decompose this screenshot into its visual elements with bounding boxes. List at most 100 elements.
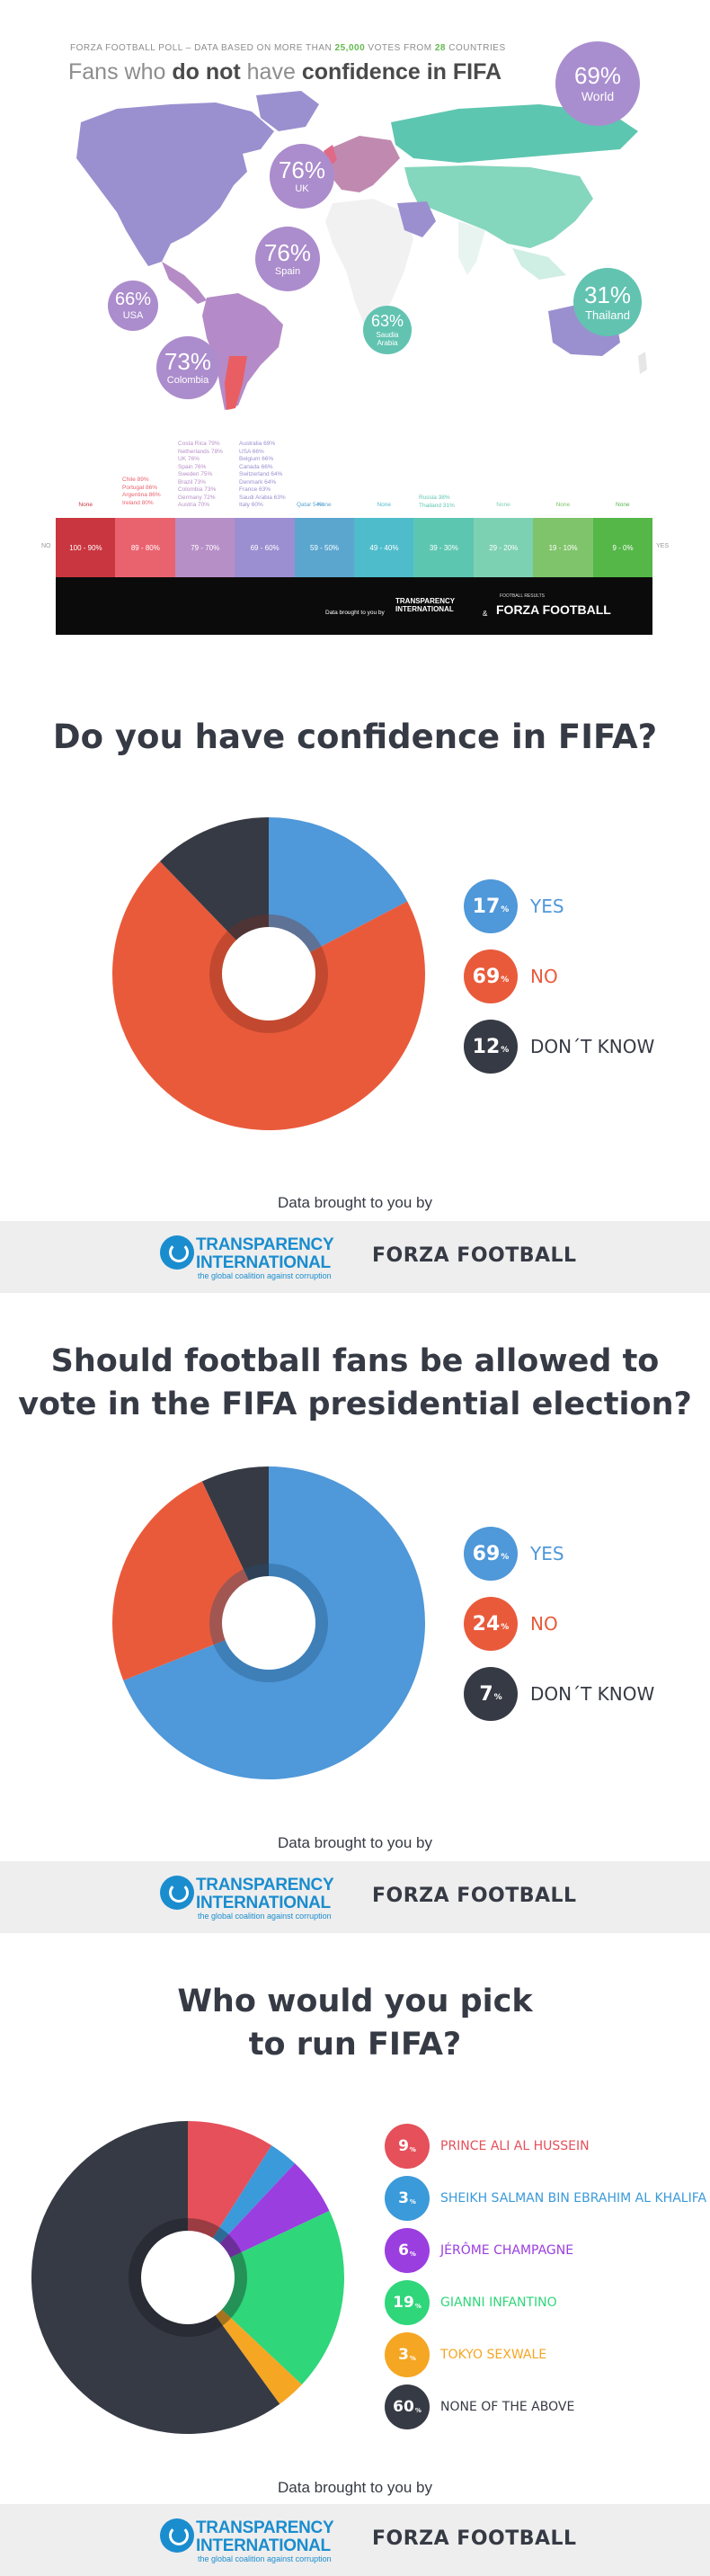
q3-title-line1: Who would you pick: [177, 1983, 533, 2019]
q1-donut-chart: [111, 817, 425, 1130]
map-greenland: [256, 91, 319, 131]
scale-band-header: None: [377, 502, 391, 508]
category-country-entry: Saudi Arabia 63%: [239, 494, 286, 501]
scale-band-header: None: [317, 502, 332, 508]
q2-title-line2: vote in the FIFA presidential election?: [18, 1386, 692, 1422]
category-list-50-59: Qatar 54%: [297, 502, 325, 508]
bubble-usa: 66% USA: [108, 281, 158, 331]
map-north-america: [76, 103, 274, 266]
map-infographic: FORZA FOOTBALL POLL – DATA BASED ON MORE…: [0, 0, 710, 647]
map-ff-small: FOOTBALL RESULTS: [500, 593, 546, 599]
map-uk: [324, 145, 337, 167]
legend-value-badge: 7%: [464, 1667, 518, 1721]
q1-title: Do you have confidence in FIFA?: [52, 718, 658, 756]
legend-value-badge: 24%: [464, 1597, 518, 1651]
ti-name-line2: INTERNATIONAL: [196, 1894, 331, 1912]
ti-logo-icon: [160, 2518, 194, 2553]
category-country-entry: Argentina 86%: [122, 492, 161, 498]
map-africa: [325, 199, 413, 325]
ti-name-line2: INTERNATIONAL: [196, 1253, 331, 1272]
legend-item: 3% Sheikh Salman bin Ebrahim Al Khalifa: [385, 2176, 706, 2221]
map-india: [458, 221, 485, 275]
legend-unit: %: [501, 1623, 510, 1632]
ti-tagline: the global coalition against corruption: [198, 1912, 332, 1921]
scale-band: 39 - 30%: [413, 518, 475, 577]
legend-label: YES: [530, 1543, 564, 1564]
legend-value: 3: [398, 2189, 409, 2207]
q3-brought-by: Data brought to you by: [277, 2479, 432, 2496]
legend-unit: %: [501, 1553, 510, 1562]
legend-value: 60: [393, 2398, 414, 2416]
ti-logo-icon: [160, 1876, 194, 1910]
ti-logo-icon: [160, 1235, 194, 1270]
legend-value-badge: 9%: [385, 2124, 430, 2169]
legend-item: 60% None of the above: [385, 2384, 574, 2429]
category-country-entry: Belgium 66%: [239, 456, 274, 462]
legend-value: 24: [472, 1612, 501, 1636]
category-country-entry: Canada 66%: [239, 463, 273, 470]
legend-value-badge: 3%: [385, 2176, 430, 2221]
bubble-uk: 76% UK: [270, 144, 334, 209]
scale-yes-label: YES: [656, 543, 670, 549]
map-middle-east: [397, 201, 436, 237]
donut-hole: [141, 2231, 235, 2324]
scale-band: 19 - 10%: [533, 518, 594, 577]
scale-band-header: None: [616, 502, 630, 508]
legend-label: Prince Ali Al Hussein: [440, 2139, 590, 2153]
legend-unit: %: [414, 2407, 422, 2414]
legend-unit: %: [501, 905, 510, 914]
forza-football-logo: FORZA FOOTBALL: [372, 1885, 577, 1907]
map-brought-by: Data brought to you by: [325, 610, 385, 616]
map-sponsor-bar: Data brought to you by TRANSPARENCY INTE…: [56, 577, 652, 635]
legend-unit: %: [493, 1693, 502, 1702]
legend-item: 69% YES: [464, 1527, 564, 1581]
pie-slice: [159, 817, 269, 974]
map-south-america: [202, 293, 283, 410]
q2-donut-chart: [111, 1466, 426, 1779]
world-map: [76, 91, 647, 410]
bubble-colombia: 73% Colombia: [156, 336, 219, 399]
category-country-entry: Russia 38%: [419, 495, 450, 501]
ti-tagline: the global coalition against corruption: [198, 2554, 332, 2563]
q1-brought-by: Data brought to you by: [277, 1194, 432, 1211]
legend-unit: %: [409, 2355, 416, 2362]
legend-value: 7: [479, 1682, 493, 1706]
legend-value: 3: [398, 2346, 409, 2364]
legend-label: YES: [530, 896, 564, 917]
pie-slice: [269, 817, 408, 974]
legend-label: DON´T KNOW: [530, 1036, 655, 1057]
scale-band: 29 - 20%: [473, 518, 534, 577]
pie-slice: [188, 2210, 344, 2385]
legend-unit: %: [414, 2303, 422, 2310]
category-country-entry: Germany 72%: [178, 494, 216, 501]
donut-hole: [222, 927, 315, 1021]
category-country-entry: Sweden 75%: [178, 471, 213, 477]
ti-name-line1: TRANSPARENCY: [196, 1235, 334, 1254]
category-country-entry: Thailand 31%: [419, 502, 455, 509]
legend-item: 6% Jérôme Champagne: [385, 2228, 573, 2273]
map-ti-logo-text: TRANSPARENCY INTERNATIONAL: [395, 597, 455, 613]
donut-hole: [222, 1576, 315, 1670]
map-argentina: [225, 356, 247, 410]
legend-value-badge: 12%: [464, 1020, 518, 1074]
q3-donut-chart: [31, 2121, 344, 2434]
legend-item: 19% Gianni Infantino: [385, 2280, 557, 2325]
legend-item: 17% YES: [464, 879, 564, 933]
legend-label: NO: [530, 1613, 558, 1635]
legend-value-badge: 60%: [385, 2384, 430, 2429]
legend-value: 69: [472, 1542, 501, 1565]
map-title: Fans who do not have confidence in FIFA: [68, 59, 502, 85]
q2-sponsor-bar: TRANSPARENCY INTERNATIONAL the global co…: [0, 1861, 710, 1933]
bubble-saudi-arabia: 63% Saudia Arabia: [363, 306, 412, 354]
category-country-entry: Switzerland 64%: [239, 471, 283, 477]
scale-band: 100 - 90%: [56, 518, 116, 577]
legend-label: Gianni Infantino: [440, 2295, 557, 2310]
legend-value-badge: 69%: [464, 949, 518, 1003]
scale-no-label: NO: [41, 543, 51, 549]
q2-title: Should football fans be allowed to vote …: [0, 1340, 710, 1426]
category-country-entry: Portugal 86%: [122, 484, 158, 491]
legend-item: 69% NO: [464, 949, 558, 1003]
legend-unit: %: [409, 2251, 416, 2258]
scale-band: 79 - 70%: [174, 518, 235, 577]
map-central-america: [162, 262, 207, 304]
